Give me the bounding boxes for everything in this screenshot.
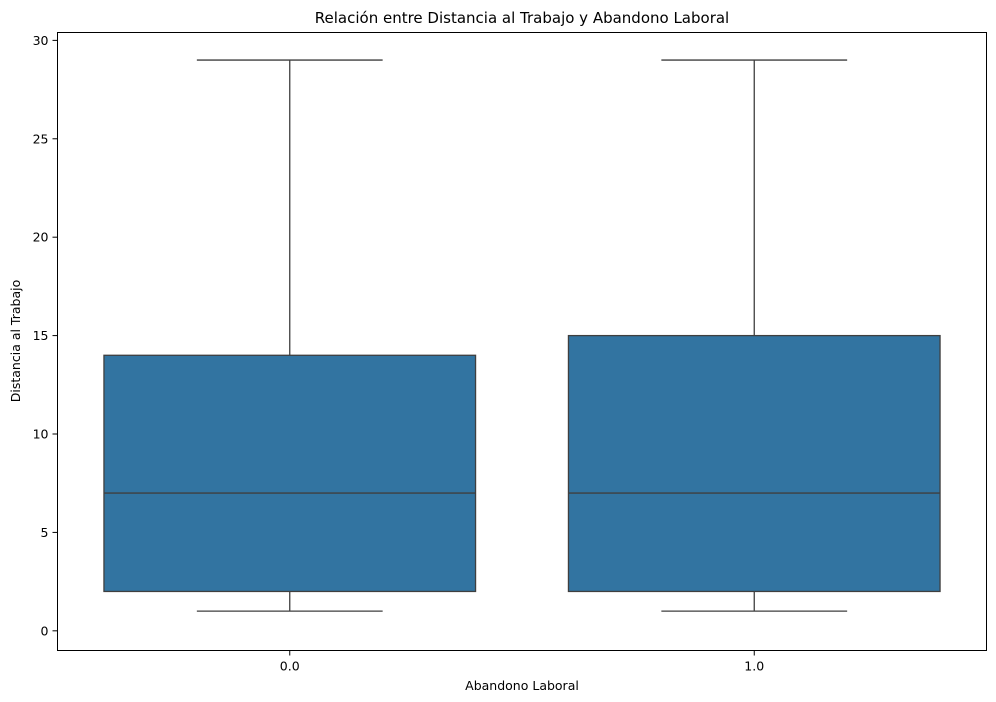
y-tick-label: 25 xyxy=(33,131,49,146)
chart-title: Relación entre Distancia al Trabajo y Ab… xyxy=(315,9,729,27)
y-axis-label: Distancia al Trabajo xyxy=(8,280,23,403)
y-tick-label: 15 xyxy=(33,328,49,343)
iqr-box xyxy=(568,336,940,592)
y-tick-label: 10 xyxy=(33,427,49,442)
box-1.0 xyxy=(568,60,940,611)
box-0.0 xyxy=(104,60,476,611)
iqr-box xyxy=(104,355,476,591)
y-tick-label: 0 xyxy=(41,623,49,638)
x-axis-label: Abandono Laboral xyxy=(465,678,579,693)
x-axis: 0.0 1.0 xyxy=(280,651,764,674)
y-tick-label: 30 xyxy=(33,33,49,48)
y-tick-label: 5 xyxy=(41,525,49,540)
y-tick-label: 20 xyxy=(33,230,49,245)
plot-area xyxy=(104,60,940,611)
x-tick-label: 0.0 xyxy=(280,659,300,674)
x-tick-label: 1.0 xyxy=(744,659,764,674)
y-axis: 0 5 10 15 20 25 30 xyxy=(33,33,58,638)
